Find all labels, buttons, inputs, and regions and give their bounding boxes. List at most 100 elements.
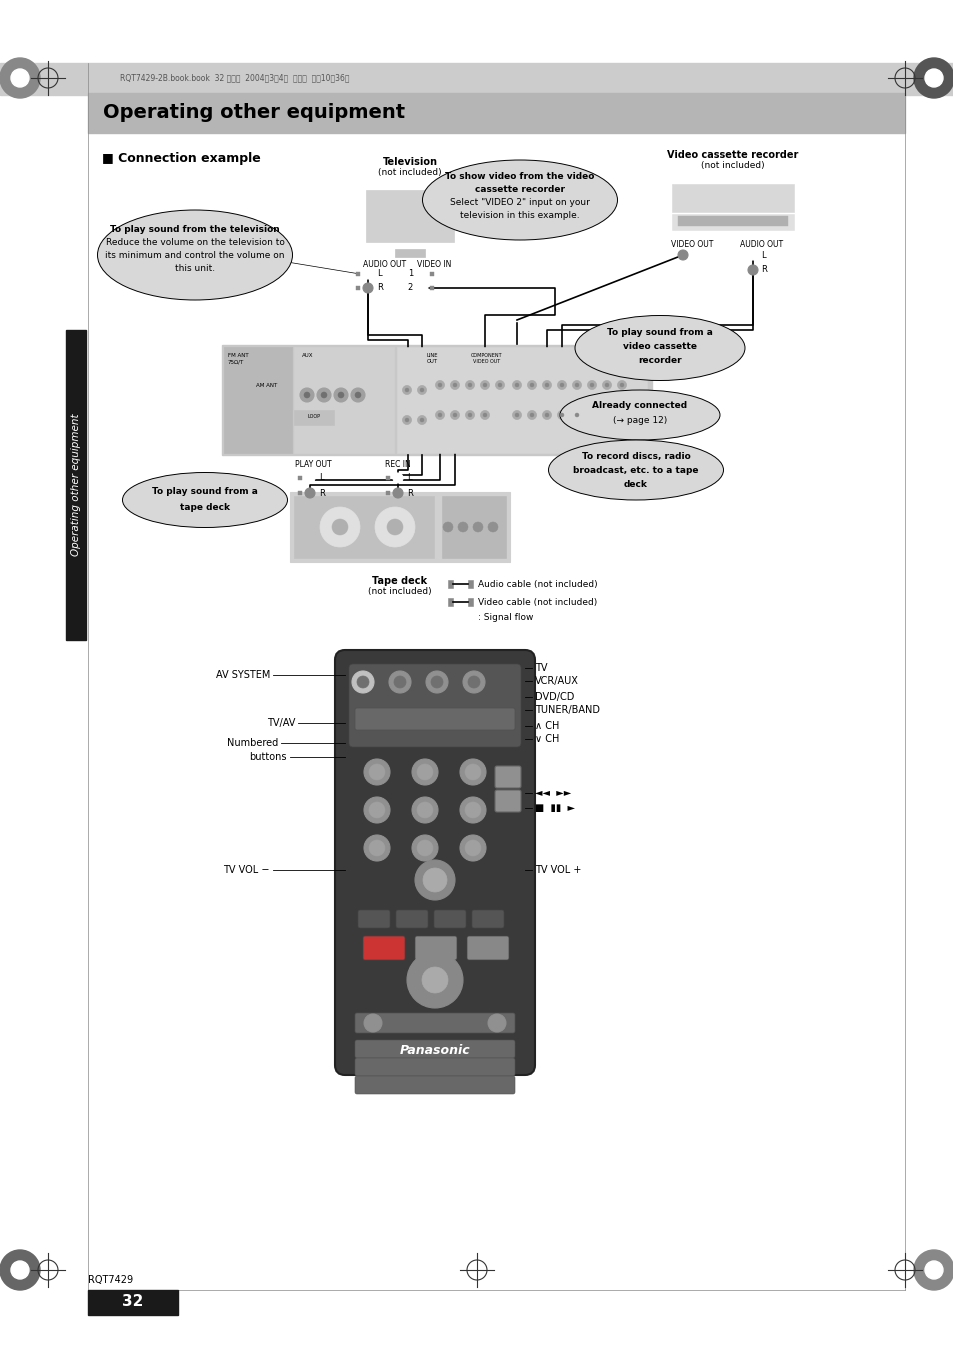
Circle shape [389,671,411,693]
Bar [448,580,453,588]
Bar [222,345,651,455]
Circle shape [619,382,623,386]
Circle shape [437,413,441,417]
Circle shape [417,385,426,394]
Circle shape [453,413,456,417]
Text: AV SYSTEM: AV SYSTEM [215,670,270,680]
Circle shape [369,765,385,780]
Text: (not included): (not included) [377,168,441,177]
Circle shape [305,473,314,484]
Bar [0,63,953,95]
Circle shape [431,676,442,688]
Bar [88,1290,178,1315]
Circle shape [572,411,581,420]
Circle shape [417,416,426,424]
Circle shape [412,759,437,785]
Circle shape [459,759,485,785]
Circle shape [515,382,518,386]
Bar [297,476,302,480]
Ellipse shape [122,473,287,527]
Bar [294,409,334,426]
Circle shape [355,392,360,399]
Circle shape [364,759,390,785]
Text: buttons: buttons [250,753,287,762]
Circle shape [450,411,459,420]
Circle shape [482,382,486,386]
Circle shape [515,413,518,417]
Text: VCR/AUX: VCR/AUX [535,676,578,686]
Ellipse shape [548,440,722,500]
Text: R: R [376,284,382,293]
Text: TV/AV: TV/AV [266,717,294,728]
Circle shape [11,1260,29,1279]
FancyBboxPatch shape [355,1075,515,1094]
Circle shape [488,521,497,532]
Circle shape [913,1250,953,1290]
Bar [448,598,453,607]
Circle shape [356,676,369,688]
Circle shape [465,381,474,389]
Circle shape [369,802,385,817]
Circle shape [394,676,406,688]
Circle shape [435,411,444,420]
Circle shape [542,381,551,389]
Text: Operating other equipment: Operating other equipment [71,413,81,557]
Text: (not included): (not included) [700,161,764,170]
Bar [468,580,473,588]
Circle shape [544,413,548,417]
Text: Audio cable (not included): Audio cable (not included) [477,580,597,589]
Bar [678,216,787,226]
Circle shape [464,765,480,780]
Circle shape [557,381,566,389]
Bar [439,570,714,628]
Circle shape [426,671,448,693]
Circle shape [417,269,428,280]
Bar [671,213,793,230]
Circle shape [602,381,611,389]
Text: L: L [760,250,765,259]
Circle shape [405,417,409,422]
Circle shape [924,1260,942,1279]
Text: deck: deck [623,480,647,489]
Text: Video cable (not included): Video cable (not included) [477,597,597,607]
Circle shape [435,381,444,389]
Circle shape [320,392,327,399]
Bar [468,598,473,607]
Circle shape [913,58,953,99]
Circle shape [421,967,448,993]
Circle shape [527,381,536,389]
Circle shape [589,382,594,386]
Circle shape [464,802,480,817]
Text: ∨ CH: ∨ CH [535,734,558,744]
Circle shape [557,411,566,420]
Circle shape [512,381,521,389]
Text: DVD/CD: DVD/CD [535,692,574,703]
Text: AUX: AUX [302,353,314,358]
Text: PLAY OUT: PLAY OUT [294,459,332,469]
Circle shape [530,382,534,386]
Ellipse shape [97,209,293,300]
Circle shape [352,671,374,693]
Circle shape [559,382,563,386]
Text: VIDEO OUT: VIDEO OUT [473,359,500,363]
Circle shape [369,840,385,857]
Text: AUDIO OUT: AUDIO OUT [740,240,782,249]
Circle shape [416,802,433,817]
Bar [667,180,797,235]
Text: TV VOL −: TV VOL − [223,865,270,875]
Circle shape [442,521,453,532]
Circle shape [747,265,758,276]
Circle shape [527,411,536,420]
Text: RQT7429: RQT7429 [88,1275,133,1285]
FancyBboxPatch shape [357,911,390,928]
Circle shape [678,250,687,259]
Text: To play sound from a: To play sound from a [152,486,257,496]
Text: FM ANT: FM ANT [228,353,249,358]
Circle shape [363,282,373,293]
FancyBboxPatch shape [467,936,509,961]
Circle shape [364,1015,381,1032]
Circle shape [337,392,344,399]
Circle shape [497,382,501,386]
Bar [88,93,904,132]
Circle shape [480,381,489,389]
